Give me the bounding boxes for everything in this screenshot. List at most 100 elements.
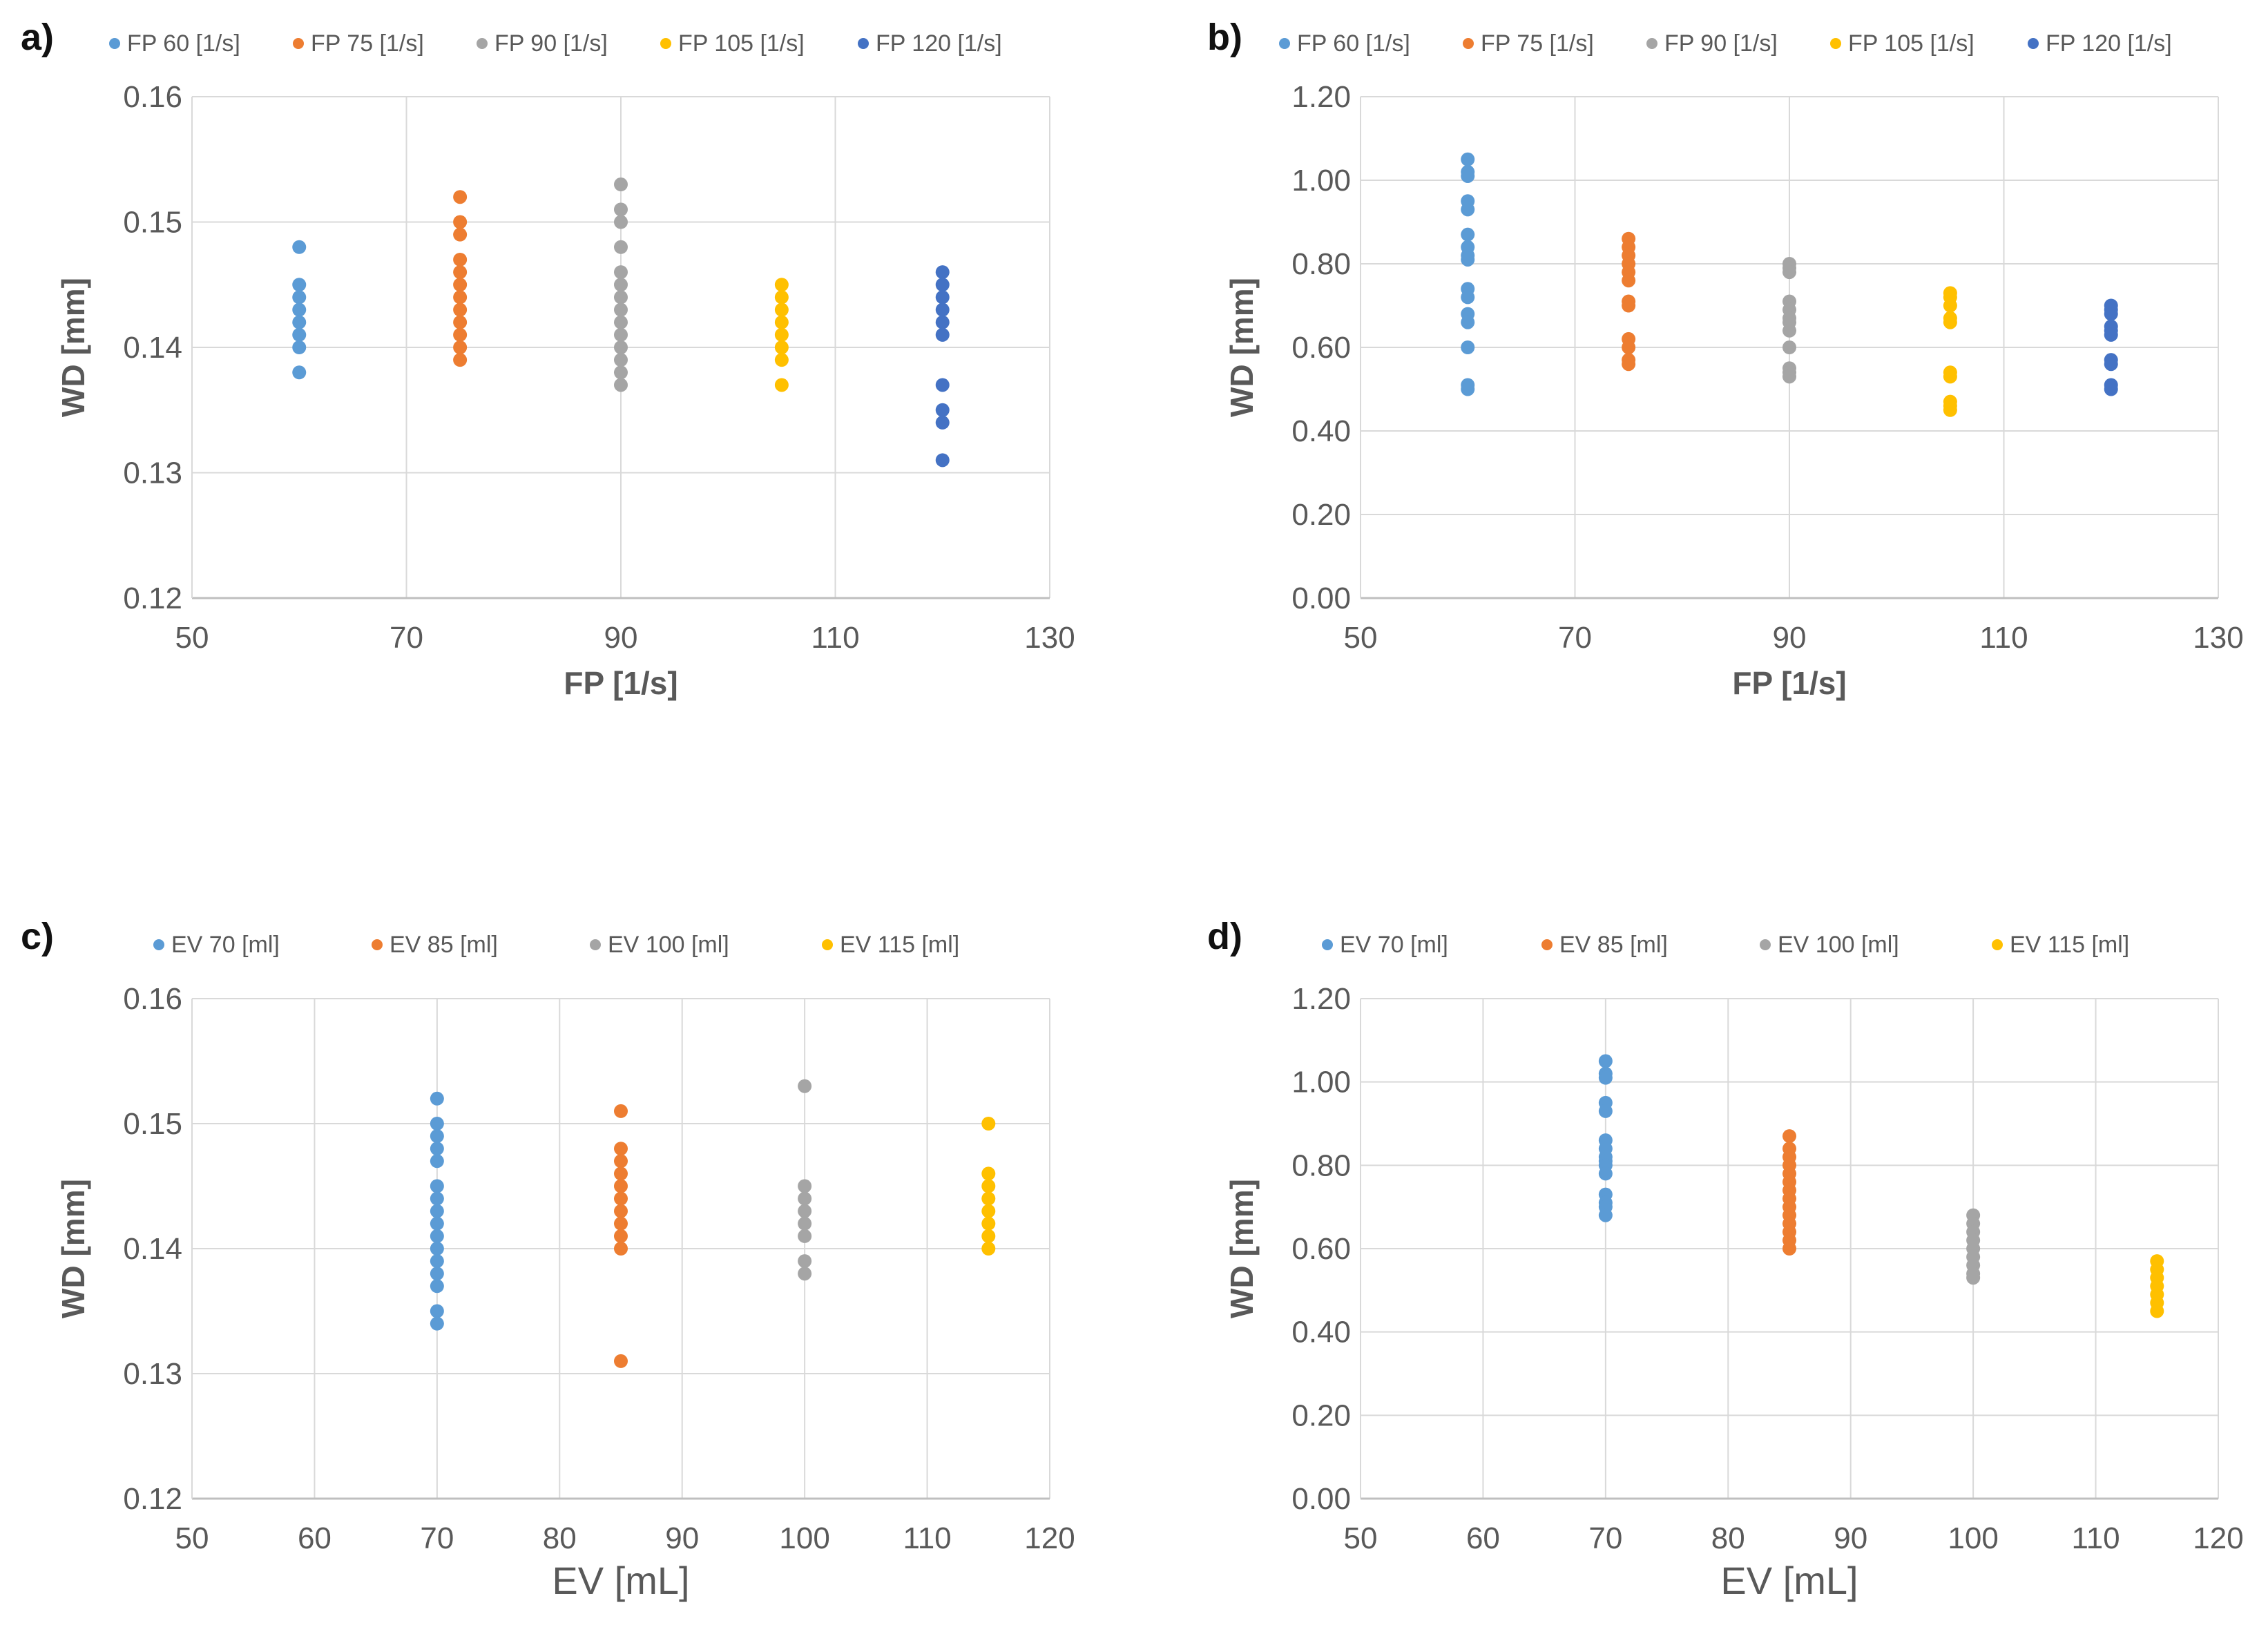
legend-marker	[1992, 939, 2003, 950]
y-tick-label: 0.15	[123, 1107, 182, 1141]
series-ev-100-ml	[798, 1079, 812, 1281]
series-ev-100-ml	[1966, 1208, 1981, 1285]
panel-b: b) 0.00 0.20 0.40 0.60 0.80 1.00 1.20 50 70 90 110 1…	[1207, 17, 2244, 701]
series-ev-70-ml	[1598, 1054, 1613, 1222]
legend-entry-fp-90-1-s: FP 90 [1/s]	[477, 30, 608, 57]
data-point	[1461, 152, 1475, 166]
y-tick-label: 0.14	[123, 331, 182, 365]
data-point	[935, 278, 950, 292]
data-point	[935, 378, 950, 392]
data-point	[1782, 265, 1796, 280]
data-point	[1943, 298, 1957, 313]
data-point	[1598, 1208, 1613, 1222]
data-point	[1461, 340, 1475, 354]
data-point	[430, 1242, 444, 1256]
series-ev-85-ml	[1782, 1129, 1796, 1256]
data-point	[1622, 273, 1636, 288]
data-point	[1598, 1166, 1613, 1181]
data-point	[981, 1216, 996, 1231]
data-point	[453, 215, 468, 229]
x-tick-label: 70	[420, 1521, 454, 1555]
data-point	[614, 215, 628, 229]
data-point	[614, 1142, 628, 1156]
data-point	[614, 1191, 628, 1206]
x-tick-label: 70	[1588, 1521, 1622, 1555]
x-tick-label: 130	[1024, 621, 1075, 655]
legend-entry-ev-85-ml: EV 85 [ml]	[1541, 932, 1668, 958]
data-point	[453, 340, 468, 354]
data-point	[935, 302, 950, 317]
data-point	[614, 1229, 628, 1243]
x-tick-label: 50	[175, 1521, 209, 1555]
data-point	[430, 1142, 444, 1156]
x-tick-label: 90	[604, 621, 638, 655]
legend-marker	[1760, 939, 1771, 950]
data-point	[292, 290, 307, 305]
x-axis-title: FP [1/s]	[564, 665, 677, 701]
data-point	[453, 327, 468, 342]
data-point	[774, 315, 789, 329]
legend-marker	[1279, 38, 1290, 49]
x-tick-label: 100	[779, 1521, 829, 1555]
data-point	[2104, 307, 2118, 321]
data-point	[453, 265, 468, 280]
data-point	[1598, 1104, 1613, 1118]
data-point	[2150, 1304, 2164, 1318]
y-tick-label: 0.60	[1291, 1232, 1351, 1266]
data-point	[614, 340, 628, 354]
legend-entry-ev-70-ml: EV 70 [ml]	[153, 932, 280, 958]
data-point	[614, 302, 628, 317]
data-point	[1782, 340, 1796, 354]
x-tick-label: 60	[298, 1521, 331, 1555]
data-point	[981, 1179, 996, 1193]
legend-marker	[2028, 38, 2039, 49]
x-tick-label: 130	[2193, 621, 2243, 655]
data-point	[614, 1354, 628, 1368]
data-point	[614, 1179, 628, 1193]
data-point	[774, 340, 789, 354]
y-tick-label: 0.14	[123, 1232, 182, 1266]
legend-label: FP 120 [1/s]	[2046, 30, 2172, 57]
data-point	[614, 365, 628, 380]
x-tick-label: 110	[903, 1521, 951, 1555]
data-point	[292, 365, 307, 380]
legend-entry-ev-115-ml: EV 115 [ml]	[1992, 932, 2129, 958]
legend-entry-fp-60-1-s: FP 60 [1/s]	[1279, 30, 1410, 57]
data-point	[1943, 403, 1957, 417]
legend-marker	[1830, 38, 1841, 49]
data-point	[614, 1204, 628, 1218]
series-fp-75-1-s	[1622, 231, 1636, 372]
panel-a: a) 0.12 0.13 0.14 0.15 0.16 50 70 90 110 130 FP [1/…	[21, 17, 1075, 701]
data-point	[935, 403, 950, 417]
data-point	[614, 327, 628, 342]
data-point	[453, 227, 468, 242]
data-point	[453, 290, 468, 305]
legend-entry-ev-100-ml: EV 100 [ml]	[590, 932, 729, 958]
data-point	[292, 340, 307, 354]
data-point	[1461, 290, 1475, 305]
data-point	[430, 1091, 444, 1106]
x-tick-label: 50	[175, 621, 209, 655]
panel-d: d) 0.00 0.20 0.40 0.60 0.80 1.00 1.20 50 60 70 80 90…	[1207, 916, 2244, 1602]
data-point	[430, 1229, 444, 1243]
y-tick-label: 0.80	[1291, 247, 1351, 281]
data-point	[453, 252, 468, 267]
legend-label: FP 90 [1/s]	[494, 30, 608, 57]
legend-entry-fp-75-1-s: FP 75 [1/s]	[1463, 30, 1594, 57]
y-tick-label: 0.12	[123, 581, 182, 615]
data-point	[1943, 369, 1957, 384]
data-point	[774, 327, 789, 342]
legend-marker	[1646, 38, 1657, 49]
y-axis-title: WD [mm]	[1224, 1179, 1260, 1318]
panel-label: a)	[21, 17, 54, 58]
data-point	[798, 1254, 812, 1269]
y-tick-label: 1.00	[1291, 1066, 1351, 1099]
y-tick-label: 1.20	[1291, 982, 1351, 1016]
x-axis-title: EV [mL]	[552, 1559, 689, 1602]
data-point	[935, 315, 950, 329]
x-tick-label: 110	[811, 621, 859, 655]
x-tick-label: 80	[1711, 1521, 1745, 1555]
data-point	[798, 1179, 812, 1193]
data-point	[292, 327, 307, 342]
